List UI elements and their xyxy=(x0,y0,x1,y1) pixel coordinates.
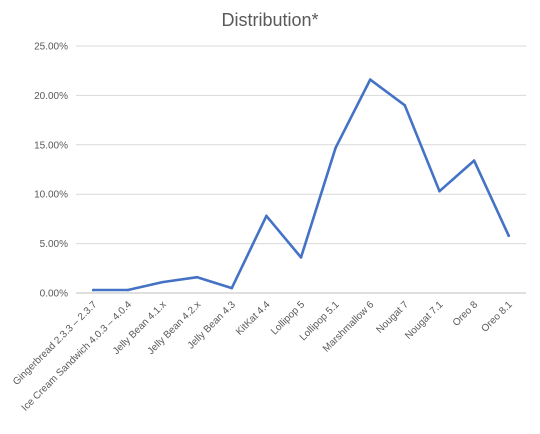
data-point xyxy=(299,256,303,259)
x-tick-label: Nougat 7.1 xyxy=(403,299,446,342)
data-point xyxy=(126,288,130,292)
data-point xyxy=(403,103,407,107)
y-tick-label: 20.00% xyxy=(34,91,68,102)
data-point xyxy=(438,189,441,193)
x-tick-label: KitKat 4.4 xyxy=(234,299,273,338)
chart-title: Distribution* xyxy=(221,10,318,30)
data-point xyxy=(230,286,234,290)
data-point xyxy=(265,214,268,218)
x-tick-label: Oreo 8 xyxy=(451,299,481,329)
y-tick-label: 25.00% xyxy=(34,42,68,53)
data-point xyxy=(334,146,337,150)
gridlines xyxy=(76,45,526,245)
data-point xyxy=(195,275,199,279)
data-point xyxy=(161,280,164,284)
data-point xyxy=(507,234,510,237)
x-tick-label: Oreo 8.1 xyxy=(480,299,516,335)
y-tick-label: 0.00% xyxy=(40,289,68,300)
y-tick-label: 10.00% xyxy=(34,190,68,201)
data-point xyxy=(368,78,372,81)
y-tick-label: 5.00% xyxy=(40,239,68,250)
y-axis-tick-labels: 0.00% 5.00% 10.00% 15.00% 20.00% 25.00% xyxy=(34,42,68,300)
y-tick-label: 15.00% xyxy=(34,140,68,151)
data-point xyxy=(92,288,95,292)
data-point xyxy=(472,159,476,162)
series-layer xyxy=(92,78,511,292)
